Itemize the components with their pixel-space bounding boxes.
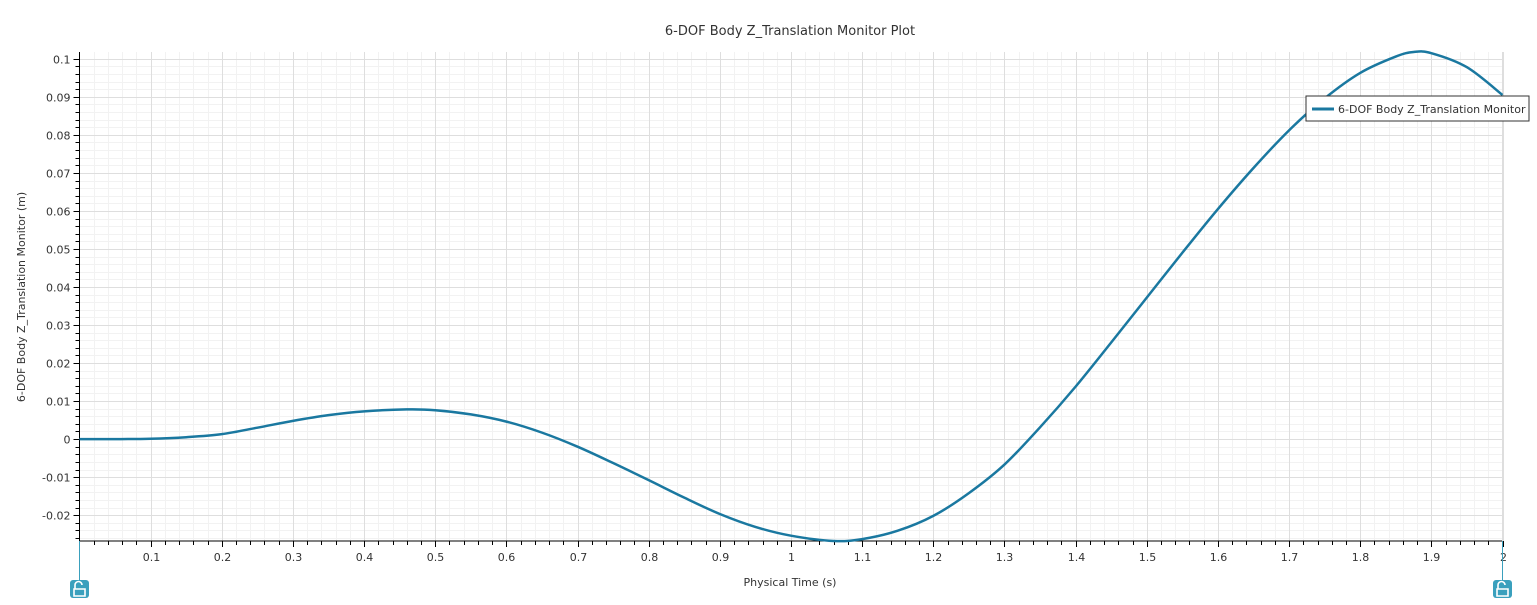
x-tick-label: 1 bbox=[788, 551, 795, 564]
y-tick-label: 0 bbox=[64, 434, 71, 447]
x-axis-label: Physical Time (s) bbox=[744, 576, 837, 589]
x-tick-label: 0.6 bbox=[498, 551, 516, 564]
x-tick-label: 1.5 bbox=[1139, 551, 1157, 564]
x-tick-label: 0.1 bbox=[143, 551, 161, 564]
y-tick-label: 0.05 bbox=[46, 244, 71, 257]
x-tick-label: 0.4 bbox=[356, 551, 374, 564]
y-tick-label: 0.06 bbox=[46, 206, 71, 219]
x-tick-label: 0.9 bbox=[712, 551, 730, 564]
x-tick-label: 1.1 bbox=[854, 551, 872, 564]
x-tick-label: 1.6 bbox=[1210, 551, 1228, 564]
legend[interactable]: 6-DOF Body Z_Translation Monitor bbox=[1305, 95, 1530, 122]
x-tick-label: 0.2 bbox=[214, 551, 232, 564]
x-tick-label: 1.3 bbox=[996, 551, 1014, 564]
x-tick-label: 0.7 bbox=[570, 551, 588, 564]
y-tick-label: 0.03 bbox=[46, 320, 71, 333]
y-tick-label: 0.09 bbox=[46, 92, 71, 105]
x-tick-label: 0.5 bbox=[427, 551, 445, 564]
y-tick-label: -0.01 bbox=[42, 472, 70, 485]
x-tick-label: 1.4 bbox=[1068, 551, 1086, 564]
left-axis-lock[interactable] bbox=[70, 541, 89, 598]
y-tick-label: 0.08 bbox=[46, 130, 71, 143]
x-tick-label: 1.9 bbox=[1423, 551, 1441, 564]
y-tick-label: 0.01 bbox=[46, 396, 71, 409]
x-tick-label: 1.7 bbox=[1281, 551, 1299, 564]
y-tick-label: 0.1 bbox=[53, 54, 71, 67]
right-axis-lock[interactable] bbox=[1493, 541, 1512, 598]
y-axis-label: 6-DOF Body Z_Translation Monitor (m) bbox=[15, 192, 28, 402]
legend-label: 6-DOF Body Z_Translation Monitor bbox=[1338, 103, 1526, 116]
y-tick-label: 0.02 bbox=[46, 358, 71, 371]
y-tick-label: -0.02 bbox=[42, 510, 70, 523]
y-tick-label: 0.04 bbox=[46, 282, 71, 295]
x-tick-label: 0.8 bbox=[641, 551, 659, 564]
x-tick-label: 0.3 bbox=[285, 551, 303, 564]
x-tick-label: 2 bbox=[1500, 551, 1507, 564]
series-line bbox=[79, 50, 1504, 543]
x-tick-label: 1.2 bbox=[925, 551, 943, 564]
chart-title: 6-DOF Body Z_Translation Monitor Plot bbox=[665, 24, 915, 39]
legend-box bbox=[1305, 95, 1530, 122]
x-tick-label: 1.8 bbox=[1352, 551, 1370, 564]
y-tick-label: 0.07 bbox=[46, 168, 71, 181]
